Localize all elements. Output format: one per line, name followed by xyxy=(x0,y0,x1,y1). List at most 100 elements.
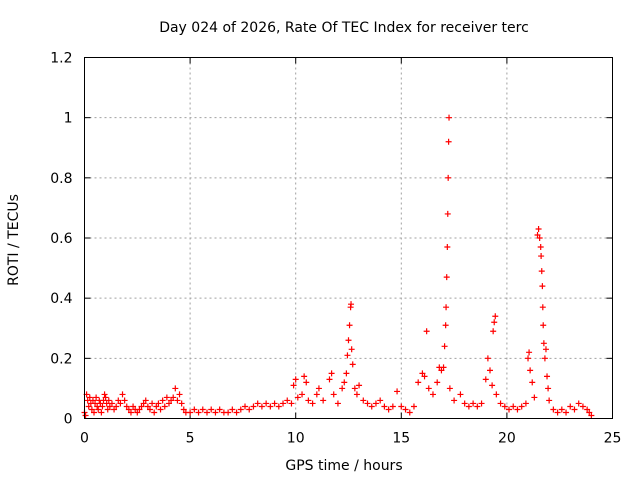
data-point xyxy=(334,400,341,407)
data-point xyxy=(159,397,166,404)
data-point xyxy=(125,406,132,413)
data-point xyxy=(575,400,582,407)
data-point xyxy=(313,391,320,398)
data-point xyxy=(301,373,308,380)
data-point xyxy=(389,403,396,410)
data-point xyxy=(271,400,278,407)
data-point xyxy=(328,370,335,377)
data-point xyxy=(254,400,261,407)
data-point xyxy=(127,409,134,416)
data-point xyxy=(535,225,542,232)
data-point xyxy=(108,400,115,407)
data-point xyxy=(320,397,327,404)
data-point xyxy=(134,409,141,416)
data-point xyxy=(100,397,107,404)
data-point xyxy=(444,244,451,251)
data-point xyxy=(442,322,449,329)
data-point xyxy=(191,406,198,413)
data-point xyxy=(493,391,500,398)
data-point xyxy=(95,406,102,413)
data-point xyxy=(123,403,130,410)
data-point xyxy=(208,406,215,413)
data-point xyxy=(98,409,105,416)
data-point xyxy=(492,313,499,320)
data-point xyxy=(381,403,388,410)
data-point xyxy=(368,403,375,410)
data-point xyxy=(303,379,310,386)
data-point xyxy=(153,403,160,410)
data-point xyxy=(586,409,593,416)
data-point xyxy=(280,400,287,407)
data-point xyxy=(489,382,496,389)
data-point xyxy=(478,400,485,407)
data-point xyxy=(444,210,451,217)
data-point xyxy=(292,376,299,383)
x-tick-label: 25 xyxy=(604,431,622,447)
data-point xyxy=(341,379,348,386)
data-point xyxy=(440,364,447,371)
data-point xyxy=(522,400,529,407)
data-point xyxy=(546,397,553,404)
data-point xyxy=(288,400,295,407)
data-point xyxy=(216,406,223,413)
data-point xyxy=(165,400,172,407)
data-point xyxy=(360,397,367,404)
data-point xyxy=(419,370,426,377)
data-point xyxy=(149,400,156,407)
data-point xyxy=(514,406,521,413)
x-tick-label: 0 xyxy=(80,431,89,447)
data-point xyxy=(510,403,517,410)
data-point xyxy=(394,388,401,395)
data-point xyxy=(180,406,187,413)
data-point xyxy=(250,403,257,410)
labels-layer: 0 5 10 15 20 25 0 0.2 0.4 0.6 0.8 1 1.2 xyxy=(50,51,621,447)
data-point xyxy=(451,397,458,404)
data-point xyxy=(290,382,297,389)
data-point xyxy=(93,394,100,401)
data-point xyxy=(99,403,106,410)
data-point xyxy=(151,409,158,416)
data-point xyxy=(161,403,168,410)
data-point xyxy=(344,352,351,359)
data-point xyxy=(225,409,232,416)
data-point xyxy=(195,409,202,416)
x-tick-label: 15 xyxy=(392,431,410,447)
data-point xyxy=(106,403,113,410)
data-point xyxy=(434,379,441,386)
data-point xyxy=(142,397,149,404)
data-point xyxy=(534,231,541,238)
data-point xyxy=(579,403,586,410)
ticks-layer xyxy=(84,57,613,419)
data-point xyxy=(398,403,405,410)
data-point xyxy=(299,391,306,398)
data-point xyxy=(443,274,450,281)
data-point xyxy=(163,394,170,401)
data-point xyxy=(237,406,244,413)
data-point xyxy=(506,406,513,413)
data-point xyxy=(544,373,551,380)
data-point xyxy=(326,376,333,383)
data-point xyxy=(343,370,350,377)
data-point xyxy=(144,403,151,410)
data-point xyxy=(86,394,93,401)
data-point xyxy=(425,385,432,392)
data-point xyxy=(174,397,181,404)
data-point xyxy=(315,385,322,392)
data-point xyxy=(172,385,179,392)
data-point xyxy=(146,406,153,413)
data-point xyxy=(385,406,392,413)
data-point xyxy=(155,400,162,407)
data-point xyxy=(429,391,436,398)
data-point xyxy=(267,403,274,410)
data-point xyxy=(372,400,379,407)
data-point xyxy=(140,400,147,407)
data-point xyxy=(275,403,282,410)
y-tick-label: 0.6 xyxy=(50,231,72,247)
y-tick-label: 1 xyxy=(64,111,73,127)
data-point xyxy=(446,385,453,392)
data-point xyxy=(97,400,104,407)
data-point xyxy=(117,400,124,407)
data-point xyxy=(349,361,356,368)
data-point xyxy=(542,346,549,353)
y-tick-label: 0.8 xyxy=(50,171,72,187)
